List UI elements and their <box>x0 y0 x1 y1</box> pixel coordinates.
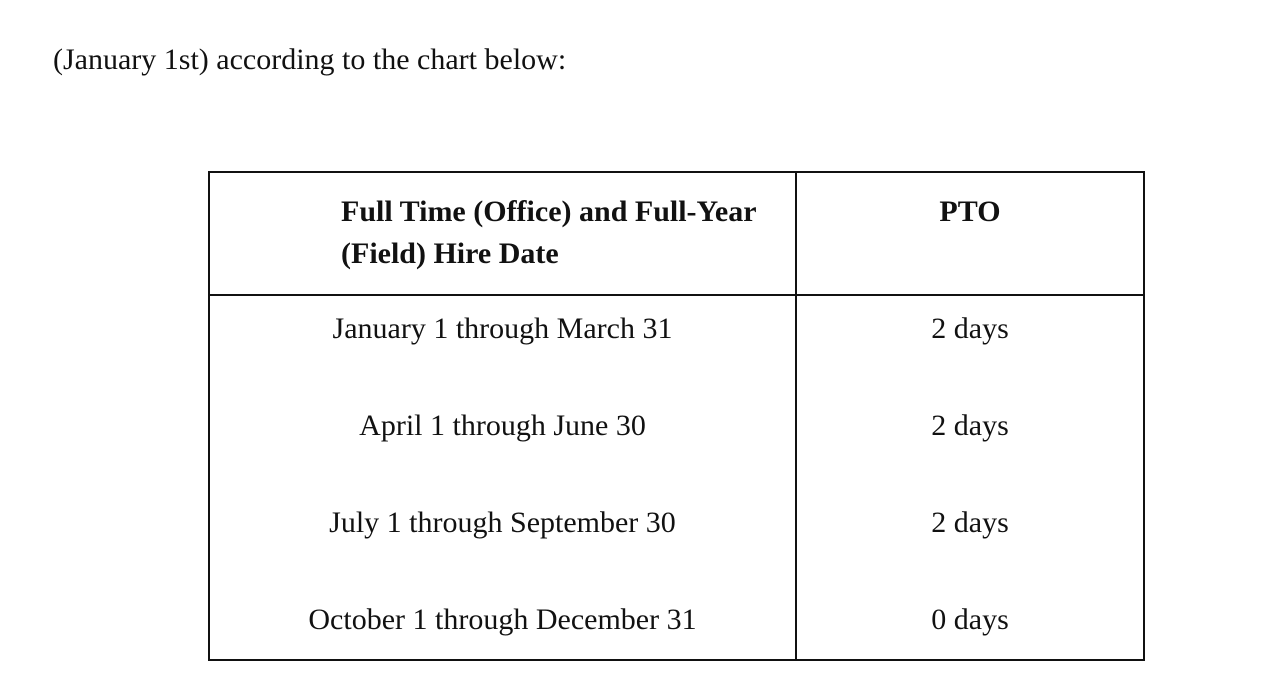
row-hire-date: July 1 through September 30 <box>209 490 797 587</box>
row-pto: 2 days <box>931 312 1009 345</box>
row-hire-date: April 1 through June 30 <box>209 393 797 490</box>
row-pto: 2 days <box>931 506 1009 539</box>
row-hire-date: January 1 through March 31 <box>209 295 797 393</box>
table-header-row: Full Time (Office) and Full-Year (Field)… <box>209 172 1144 296</box>
table-row: October 1 through December 31 0 days <box>209 587 1144 660</box>
table-row: April 1 through June 30 2 days <box>209 393 1144 490</box>
header-pto: PTO <box>796 172 1144 296</box>
header-hire-date-line2: (Field) Hire Date <box>341 237 559 270</box>
header-hire-date: Full Time (Office) and Full-Year (Field)… <box>209 172 797 296</box>
row-hire-date: October 1 through December 31 <box>209 587 797 660</box>
header-hire-date-line1: Full Time (Office) and Full-Year <box>341 195 757 228</box>
table-row: July 1 through September 30 2 days <box>209 490 1144 587</box>
table-row: January 1 through March 31 2 days <box>209 295 1144 393</box>
pto-table: Full Time (Office) and Full-Year (Field)… <box>208 171 1145 661</box>
row-pto: 0 days <box>931 603 1009 636</box>
intro-text: (January 1st) according to the chart bel… <box>53 43 567 76</box>
row-pto: 2 days <box>931 409 1009 442</box>
